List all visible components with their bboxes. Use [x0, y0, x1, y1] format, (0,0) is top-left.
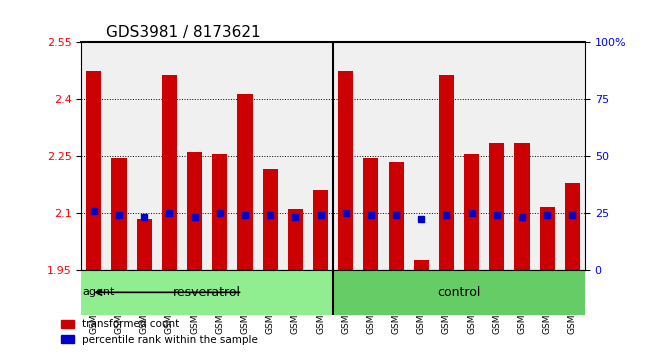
- Bar: [237, 93, 252, 270]
- FancyBboxPatch shape: [136, 270, 152, 295]
- Bar: [81, 270, 333, 315]
- FancyBboxPatch shape: [162, 270, 177, 295]
- FancyBboxPatch shape: [540, 270, 555, 295]
- FancyBboxPatch shape: [237, 270, 252, 295]
- Bar: [439, 75, 454, 270]
- FancyBboxPatch shape: [338, 270, 354, 295]
- Bar: [162, 75, 177, 270]
- FancyBboxPatch shape: [288, 270, 303, 295]
- FancyBboxPatch shape: [565, 270, 580, 295]
- Bar: [333, 270, 585, 315]
- FancyBboxPatch shape: [313, 270, 328, 295]
- FancyBboxPatch shape: [489, 270, 504, 295]
- Bar: [464, 154, 479, 270]
- Bar: [288, 209, 303, 270]
- Bar: [389, 162, 404, 270]
- FancyBboxPatch shape: [389, 270, 404, 295]
- Bar: [413, 260, 429, 270]
- FancyBboxPatch shape: [413, 270, 429, 295]
- FancyBboxPatch shape: [439, 270, 454, 295]
- Bar: [514, 143, 530, 270]
- FancyBboxPatch shape: [187, 270, 202, 295]
- Legend: transformed count, percentile rank within the sample: transformed count, percentile rank withi…: [57, 315, 262, 349]
- Bar: [212, 154, 227, 270]
- Text: resveratrol: resveratrol: [173, 286, 241, 299]
- Text: agent: agent: [83, 287, 115, 297]
- Bar: [489, 143, 504, 270]
- FancyBboxPatch shape: [363, 270, 378, 295]
- Bar: [187, 152, 202, 270]
- Bar: [86, 71, 101, 270]
- Bar: [263, 169, 278, 270]
- FancyBboxPatch shape: [112, 270, 127, 295]
- Text: control: control: [437, 286, 481, 299]
- FancyBboxPatch shape: [464, 270, 479, 295]
- FancyBboxPatch shape: [212, 270, 227, 295]
- Bar: [136, 218, 151, 270]
- Bar: [540, 207, 554, 270]
- FancyBboxPatch shape: [514, 270, 530, 295]
- FancyBboxPatch shape: [263, 270, 278, 295]
- Bar: [565, 183, 580, 270]
- Bar: [313, 190, 328, 270]
- Bar: [338, 71, 354, 270]
- Bar: [112, 158, 127, 270]
- Bar: [363, 158, 378, 270]
- Text: GDS3981 / 8173621: GDS3981 / 8173621: [107, 25, 261, 40]
- FancyBboxPatch shape: [86, 270, 101, 295]
